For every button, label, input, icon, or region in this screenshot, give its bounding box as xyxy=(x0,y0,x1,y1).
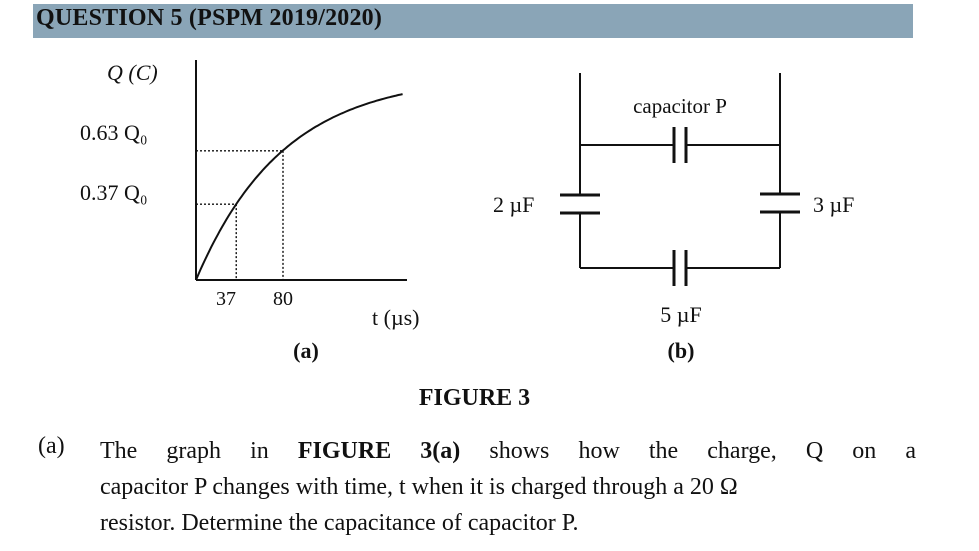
x-tick-label-37: 37 xyxy=(216,288,236,310)
question-line-1-post: shows how the charge, Q on a xyxy=(460,438,917,464)
x-axis-label: t (µs) xyxy=(372,305,420,330)
charge-time-graph: Q (C) 0.63 Q₀ 0.37 Q₀ 37 80 t (µs) (a) xyxy=(80,60,420,363)
question-line-1-pre: The graph in xyxy=(100,438,298,464)
question-text: The graph in FIGURE 3(a) shows how the c… xyxy=(100,433,916,541)
figure-reference: FIGURE 3(a) xyxy=(297,438,461,464)
capacitor-circuit xyxy=(560,73,800,286)
y-axis-label: Q (C) xyxy=(107,60,158,85)
capacitor-5uf-label: 5 µF xyxy=(660,302,701,327)
question-line-3: resistor. Determine the capacitance of c… xyxy=(100,510,579,536)
question-line-1: The graph in FIGURE 3(a) shows how the c… xyxy=(100,433,916,469)
charging-curve xyxy=(195,93,403,281)
x-tick-label-80: 80 xyxy=(273,288,293,310)
question-title: QUESTION 5 (PSPM 2019/2020) xyxy=(36,5,383,31)
y-tick-label-037: 0.37 Q₀ xyxy=(80,180,148,205)
capacitor-p-label: capacitor P xyxy=(633,94,727,118)
capacitor-3uf-label: 3 µF xyxy=(813,192,854,217)
question-line-2: capacitor P changes with time, t when it… xyxy=(100,474,738,500)
question-part-label: (a) xyxy=(38,433,65,459)
capacitor-2uf-label: 2 µF xyxy=(493,192,534,217)
graph-caption: (a) xyxy=(293,338,319,363)
y-tick-label-063: 0.63 Q₀ xyxy=(80,120,148,145)
circuit-caption: (b) xyxy=(668,338,695,363)
question-header-bar xyxy=(33,4,913,38)
figure-title: FIGURE 3 xyxy=(418,385,531,411)
